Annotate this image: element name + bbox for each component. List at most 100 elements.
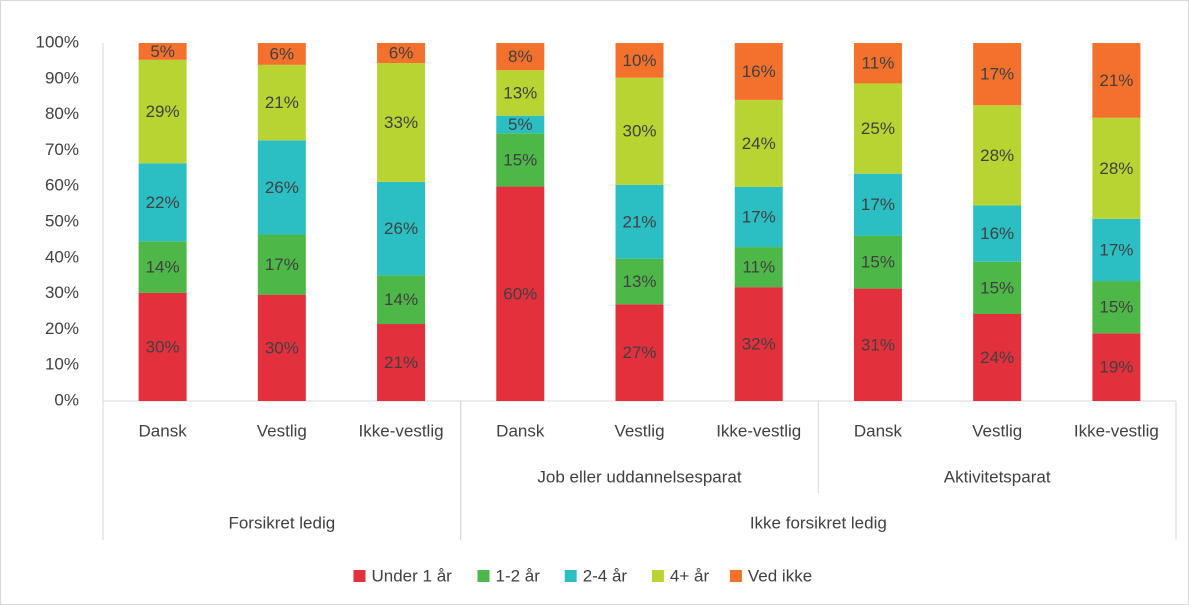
bar-segment xyxy=(257,43,306,65)
bar-segment xyxy=(138,241,187,293)
data-label: 24% xyxy=(980,348,1014,367)
subgroup-label: Job eller uddannelsesparat xyxy=(537,467,741,486)
bar-segment xyxy=(496,186,545,401)
y-tick-label: 70% xyxy=(45,140,79,159)
x-tick-label: Vestlig xyxy=(257,421,307,440)
data-label: 15% xyxy=(1099,298,1133,317)
data-label: 8% xyxy=(508,47,533,66)
data-label: 29% xyxy=(146,102,180,121)
data-label: 17% xyxy=(1099,240,1133,259)
legend-label: Under 1 år xyxy=(372,566,453,585)
subgroup-label: Aktivitetsparat xyxy=(944,467,1051,486)
y-tick-label: 20% xyxy=(45,319,79,338)
data-label: 33% xyxy=(384,113,418,132)
x-tick-label: Vestlig xyxy=(972,421,1022,440)
y-tick-label: 40% xyxy=(45,247,79,266)
data-label: 17% xyxy=(980,65,1014,84)
data-label: 30% xyxy=(265,338,299,357)
bar-segment xyxy=(853,43,902,84)
bar-segment xyxy=(734,186,783,248)
data-label: 28% xyxy=(1099,159,1133,178)
bar-segment xyxy=(973,105,1022,206)
bar-segment xyxy=(377,43,426,64)
bar-segment xyxy=(853,173,902,236)
bar-segment xyxy=(734,247,783,288)
bar-segment xyxy=(734,43,783,100)
data-label: 13% xyxy=(622,272,656,291)
bar-segment xyxy=(138,163,187,242)
y-tick-label: 10% xyxy=(45,355,79,374)
bar-segment xyxy=(377,181,426,276)
bar-segment xyxy=(257,140,306,235)
legend-swatch xyxy=(729,570,742,582)
data-label: 10% xyxy=(622,51,656,70)
data-label: 15% xyxy=(503,150,537,169)
bar-segment xyxy=(1092,218,1141,282)
y-tick-label: 80% xyxy=(45,104,79,123)
bar-segment xyxy=(138,292,187,401)
y-tick-label: 50% xyxy=(45,211,79,230)
data-label: 17% xyxy=(265,255,299,274)
legend-label: Ved ikke xyxy=(748,566,812,585)
data-label: 60% xyxy=(503,284,537,303)
data-label: 24% xyxy=(742,134,776,153)
x-tick-label: Ikke-vestlig xyxy=(359,421,444,440)
bar-segment xyxy=(1092,43,1141,118)
x-tick-label: Ikke-vestlig xyxy=(1074,421,1159,440)
bar-segment xyxy=(734,287,783,401)
data-label: 17% xyxy=(742,207,776,226)
data-label: 14% xyxy=(146,258,180,277)
group-label: Ikke forsikret ledig xyxy=(750,513,887,532)
legend-label: 4+ år xyxy=(670,566,710,585)
data-label: 27% xyxy=(622,343,656,362)
data-label: 21% xyxy=(265,93,299,112)
bar-segment xyxy=(615,304,664,401)
bar-segment xyxy=(973,314,1022,401)
bar-segment xyxy=(496,115,545,134)
x-tick-label: Dansk xyxy=(854,421,903,440)
bar-segment xyxy=(853,288,902,401)
bar-segment xyxy=(377,324,426,401)
bar-segment xyxy=(138,59,187,164)
bar-segment xyxy=(496,43,545,71)
x-tick-label: Vestlig xyxy=(614,421,664,440)
bar-segment xyxy=(615,184,664,259)
bar-segment xyxy=(734,99,783,187)
data-label: 32% xyxy=(742,335,776,354)
bar-segment xyxy=(377,63,426,182)
legend-swatch xyxy=(477,570,490,582)
data-label: 13% xyxy=(503,83,537,102)
legend-swatch xyxy=(353,570,366,582)
data-label: 16% xyxy=(742,62,776,81)
bar-segment xyxy=(1092,333,1141,401)
y-tick-label: 100% xyxy=(36,32,79,51)
x-tick-label: Dansk xyxy=(496,421,545,440)
bar-segment xyxy=(496,70,545,116)
bar-segment xyxy=(257,234,306,295)
bar-segment xyxy=(615,258,664,305)
legend-swatch xyxy=(564,570,577,582)
legend-swatch xyxy=(651,570,664,582)
bar-segment xyxy=(257,294,306,401)
x-tick-label: Dansk xyxy=(139,421,188,440)
y-tick-label: 30% xyxy=(45,283,79,302)
x-tick-label: Ikke-vestlig xyxy=(716,421,801,440)
bar-segment xyxy=(973,43,1022,106)
data-label: 16% xyxy=(980,224,1014,243)
bar-segment xyxy=(377,275,426,325)
legend-label: 2-4 år xyxy=(583,566,628,585)
data-label: 22% xyxy=(146,193,180,212)
bar-segment xyxy=(138,43,187,60)
data-label: 5% xyxy=(150,42,175,61)
data-label: 31% xyxy=(861,335,895,354)
group-label: Forsikret ledig xyxy=(228,513,335,532)
data-label: 21% xyxy=(1099,71,1133,90)
data-label: 6% xyxy=(389,44,414,63)
y-tick-label: 60% xyxy=(45,176,79,195)
bar-segment xyxy=(257,64,306,141)
bar-segment xyxy=(1092,117,1141,219)
bar-segment xyxy=(615,77,664,185)
data-label: 28% xyxy=(980,146,1014,165)
data-label: 15% xyxy=(980,278,1014,297)
